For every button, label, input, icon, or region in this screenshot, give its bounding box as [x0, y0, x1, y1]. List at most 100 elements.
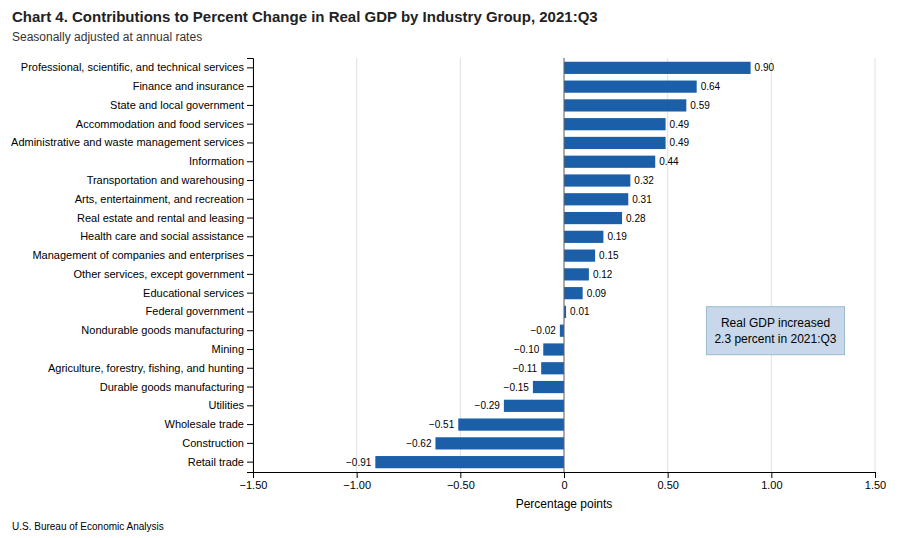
x-axis-line — [254, 473, 876, 479]
y-tick-mark — [247, 255, 253, 256]
y-tick: Finance and insurance — [133, 80, 253, 92]
data-label: −0.15 — [504, 382, 530, 393]
y-tick: Arts, entertainment, and recreation — [75, 193, 253, 205]
grid — [253, 58, 875, 472]
y-tick-mark — [247, 180, 253, 181]
bar — [458, 418, 564, 430]
y-tick: Construction — [182, 437, 253, 449]
annotation-text: Real GDP increased — [721, 316, 830, 330]
y-axis-line — [247, 59, 254, 473]
x-tick: −0.50 — [447, 472, 475, 491]
y-tick-mark — [247, 142, 253, 143]
y-tick-mark — [247, 199, 253, 200]
y-tick: Professional, scientific, and technical … — [21, 61, 253, 73]
y-tick-label: Accommodation and food services — [76, 118, 245, 130]
annotation-box — [706, 307, 844, 355]
data-label: 0.49 — [670, 119, 690, 130]
y-tick-mark — [247, 124, 253, 125]
y-tick-label: Retail trade — [188, 456, 244, 468]
bar — [375, 456, 564, 468]
x-tick-label: 0.50 — [657, 479, 678, 491]
y-tick: Transportation and warehousing — [87, 174, 253, 186]
y-tick-label: Other services, except government — [73, 268, 244, 280]
bar — [564, 287, 583, 299]
y-tick-mark — [247, 67, 253, 68]
x-tick-label: 0 — [561, 479, 567, 491]
bars — [375, 62, 750, 468]
grid-line — [667, 58, 668, 472]
y-tick: Retail trade — [188, 456, 253, 468]
y-tick-mark — [247, 218, 253, 219]
y-tick-label: Professional, scientific, and technical … — [21, 61, 245, 73]
x-tick: 1.00 — [761, 472, 782, 491]
data-label: 0.15 — [599, 250, 619, 261]
bar — [564, 156, 655, 168]
x-tick-label: −1.00 — [343, 479, 371, 491]
y-tick-mark — [247, 462, 253, 463]
x-tick-mark — [357, 472, 358, 478]
data-label: −0.29 — [475, 400, 501, 411]
y-tick-mark — [247, 311, 253, 312]
bar — [564, 62, 751, 74]
y-tick: Federal government — [146, 305, 253, 317]
bar — [564, 137, 666, 149]
y-tick-mark — [247, 349, 253, 350]
bar — [533, 381, 564, 393]
y-tick: Information — [189, 155, 253, 167]
y-tick-label: Arts, entertainment, and recreation — [75, 193, 244, 205]
y-tick-label: Agriculture, forestry, fishing, and hunt… — [48, 362, 244, 374]
x-tick: 0 — [561, 472, 567, 491]
y-tick: Administrative and waste management serv… — [11, 136, 253, 148]
y-tick: Nondurable goods manufacturing — [81, 324, 253, 336]
x-tick-label: 1.00 — [761, 479, 782, 491]
bar — [564, 268, 589, 280]
grid-line — [875, 58, 876, 472]
data-label: 0.12 — [593, 269, 613, 280]
title: Chart 4. Contributions to Percent Change… — [12, 8, 598, 25]
data-label: −0.02 — [531, 325, 557, 336]
y-tick-mark — [247, 405, 253, 406]
y-tick-mark — [247, 293, 253, 294]
y-tick-label: Educational services — [143, 287, 244, 299]
y-tick-label: State and local government — [110, 99, 244, 111]
grid-line — [564, 58, 565, 472]
y-tick: Durable goods manufacturing — [100, 381, 253, 393]
y-tick-mark — [247, 368, 253, 369]
bar — [564, 193, 628, 205]
x-tick: 1.50 — [865, 472, 886, 491]
x-tick: 0.50 — [657, 472, 678, 491]
y-tick-mark — [247, 387, 253, 388]
data-label: 0.19 — [607, 231, 627, 242]
plot: 0.900.640.590.490.490.440.320.310.280.19… — [11, 58, 886, 491]
x-axis-title: Percentage points — [516, 497, 613, 511]
x-tick-label: 1.50 — [865, 479, 886, 491]
y-tick-label: Administrative and waste management serv… — [11, 136, 244, 148]
x-tick-mark — [771, 472, 772, 478]
y-tick: Agriculture, forestry, fishing, and hunt… — [48, 362, 253, 374]
y-tick-label: Durable goods manufacturing — [100, 381, 244, 393]
data-labels: 0.900.640.590.490.490.440.320.310.280.19… — [346, 62, 774, 467]
bar — [435, 437, 564, 449]
y-axis: Professional, scientific, and technical … — [11, 59, 253, 473]
x-tick-mark — [564, 472, 565, 478]
bar — [564, 231, 603, 243]
y-tick-label: Finance and insurance — [133, 80, 244, 92]
y-tick-mark — [247, 424, 253, 425]
bar — [560, 325, 564, 337]
bar — [564, 99, 686, 111]
y-tick-mark — [247, 161, 253, 162]
bar — [564, 118, 666, 130]
x-tick-mark — [668, 472, 669, 478]
data-label: −0.91 — [346, 457, 372, 468]
y-tick-mark — [247, 86, 253, 87]
y-tick-label: Federal government — [146, 305, 244, 317]
data-label: 0.09 — [587, 288, 607, 299]
bar — [564, 212, 622, 224]
annotation-text: 2.3 percent in 2021:Q3 — [714, 332, 836, 346]
y-tick: Health care and social assistance — [80, 230, 253, 242]
chart: Chart 4. Contributions to Percent Change… — [0, 0, 905, 538]
data-label: −0.62 — [406, 438, 432, 449]
y-tick-label: Health care and social assistance — [80, 230, 244, 242]
footer: U.S. Bureau of Economic Analysis — [12, 521, 164, 532]
y-tick: Management of companies and enterprises — [32, 249, 253, 261]
